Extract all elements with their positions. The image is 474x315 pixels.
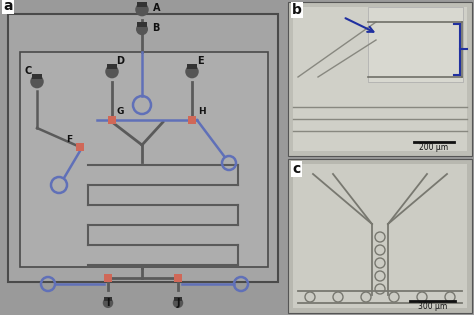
Bar — [104, 274, 112, 282]
Bar — [76, 143, 84, 151]
Text: 300 μm: 300 μm — [419, 302, 447, 311]
Text: J: J — [176, 298, 180, 308]
Text: E: E — [197, 56, 203, 66]
Text: A: A — [153, 3, 161, 13]
Bar — [288, 2, 472, 156]
Text: G: G — [117, 107, 124, 116]
Bar — [0, 0, 285, 315]
Bar — [368, 7, 463, 82]
Text: b: b — [292, 3, 302, 17]
Bar — [293, 7, 467, 151]
Bar — [188, 116, 196, 124]
Text: D: D — [116, 56, 124, 66]
Bar — [32, 73, 42, 79]
Bar — [368, 7, 463, 82]
Text: a: a — [3, 0, 12, 13]
Circle shape — [136, 23, 148, 35]
Text: F: F — [66, 135, 72, 144]
Text: c: c — [292, 162, 300, 176]
Circle shape — [103, 298, 113, 308]
Bar — [288, 159, 472, 313]
Circle shape — [135, 3, 149, 16]
Bar — [20, 52, 268, 267]
Bar — [8, 14, 278, 282]
Text: C: C — [24, 66, 32, 76]
Bar — [187, 64, 197, 69]
Bar — [174, 274, 182, 282]
Circle shape — [185, 65, 199, 78]
Bar — [108, 116, 116, 124]
Bar — [107, 64, 118, 69]
Bar — [174, 296, 182, 301]
Text: I: I — [106, 298, 110, 308]
Circle shape — [30, 75, 44, 88]
Bar — [293, 164, 467, 308]
Bar — [137, 2, 147, 7]
Bar — [104, 296, 112, 301]
Text: 200 μm: 200 μm — [419, 143, 448, 152]
Circle shape — [105, 65, 119, 78]
Text: B: B — [152, 23, 160, 33]
Bar — [137, 22, 147, 27]
Text: H: H — [198, 107, 206, 116]
Circle shape — [173, 298, 183, 308]
